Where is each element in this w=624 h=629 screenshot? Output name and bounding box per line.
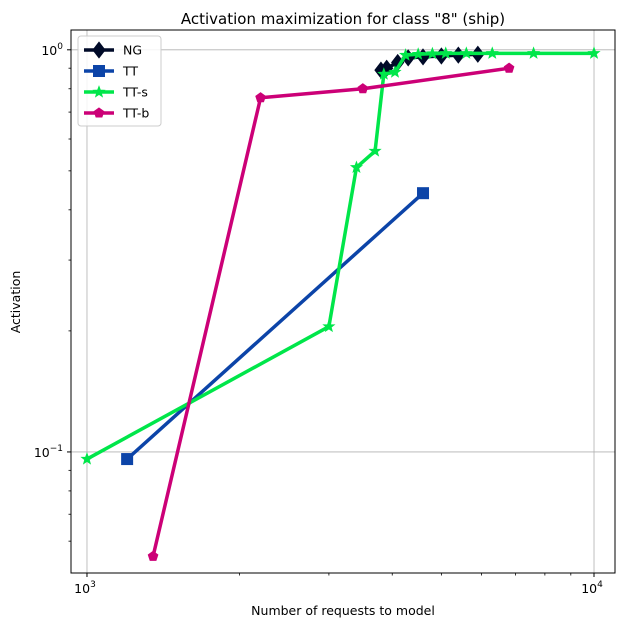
x-tick-exponent: 4 — [597, 580, 603, 590]
data-point-tt-b — [147, 550, 159, 561]
data-point-tt-s — [368, 144, 382, 157]
y-axis-label: Activation — [8, 271, 23, 334]
x-tick-label: 104 — [581, 580, 603, 596]
series-line-tt-b — [151, 66, 511, 559]
x-tick-base: 10 — [74, 581, 90, 596]
data-point-tt-s — [399, 48, 413, 61]
y-tick-label: 100 — [41, 42, 63, 58]
y-tick-base: 10 — [41, 43, 57, 58]
legend-marker-tt-b — [93, 107, 105, 118]
legend-frame — [77, 35, 162, 127]
series-line-tt — [125, 191, 425, 461]
data-point-tt-s — [388, 65, 402, 78]
data-point-tt-s — [80, 452, 94, 465]
legend-marker-ng — [92, 41, 106, 59]
data-point-tt-s — [322, 319, 336, 333]
x-tick-base: 10 — [581, 581, 597, 596]
y-tick-exponent: −1 — [50, 444, 63, 454]
y-tick-label: 10−1 — [34, 444, 63, 460]
y-tick-base: 10 — [34, 445, 50, 460]
data-point-tt-b — [255, 92, 266, 103]
x-tick-label: 103 — [74, 580, 96, 596]
data-point-tt-s — [411, 47, 425, 60]
legend-label-ng: NG — [123, 43, 142, 58]
data-point-tt-s — [485, 46, 499, 59]
data-point-tt — [121, 453, 134, 466]
y-tick-exponent: 0 — [57, 42, 63, 52]
legend-label-tt: TT — [122, 64, 138, 79]
series-tt — [121, 187, 430, 466]
grid — [71, 30, 615, 573]
legend-marker-tt — [93, 65, 105, 77]
legend-label-tt-s: TT-s — [122, 85, 148, 100]
data-point-tt-s — [439, 46, 453, 59]
chart-title: Activation maximization for class "8" (s… — [181, 10, 505, 28]
plot-frame — [70, 29, 616, 574]
data-point-tt-s — [526, 46, 541, 59]
data-point-tt-b — [503, 62, 515, 73]
data-point-tt-s — [459, 46, 473, 59]
legend-marker-tt-s — [92, 85, 106, 98]
legend: NG TT TT-s TT-b — [77, 35, 162, 127]
x-tick-exponent: 3 — [90, 580, 96, 590]
series-layer — [80, 45, 601, 561]
data-point-tt-s — [587, 46, 601, 59]
data-point-tt-s — [377, 67, 391, 80]
data-point-tt — [417, 187, 430, 200]
series-line-tt-s — [85, 51, 596, 461]
x-axis-label: Number of requests to model — [251, 603, 435, 618]
series-tt-b — [147, 62, 515, 561]
data-point-tt-s — [349, 160, 364, 173]
data-point-tt-s — [425, 46, 439, 60]
legend-label-tt-b: TT-b — [122, 106, 149, 121]
data-point-tt-b — [357, 83, 369, 94]
series-tt-s — [80, 46, 601, 465]
